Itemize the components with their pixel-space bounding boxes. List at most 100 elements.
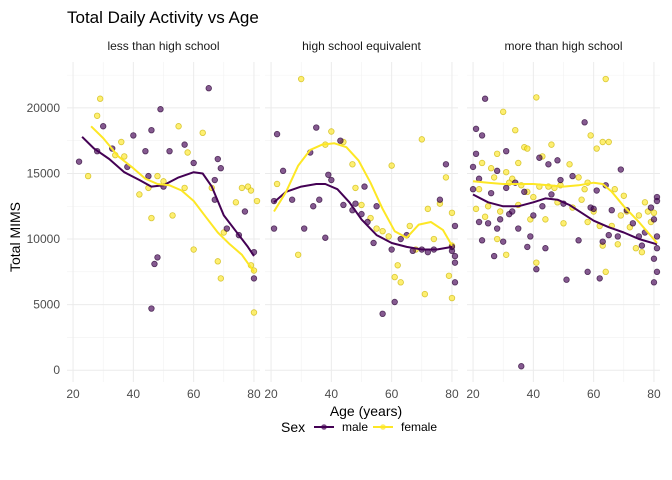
point-female xyxy=(148,214,155,222)
point-male xyxy=(647,204,655,211)
point-female xyxy=(533,94,540,101)
trend-line-female xyxy=(472,180,658,244)
trend-line-male xyxy=(81,136,255,257)
legend-label-male: male xyxy=(342,420,368,434)
point-male xyxy=(301,225,308,232)
point-male xyxy=(75,158,83,165)
y-tick-label: 5000 xyxy=(33,298,60,312)
panels: 0 5000 10000 15000 20000 less than high schoo… xyxy=(27,39,661,401)
point-male xyxy=(487,189,495,197)
point-female xyxy=(602,268,609,276)
chart-title: Total Daily Activity vs Age xyxy=(67,8,259,27)
point-male xyxy=(214,155,221,163)
point-male xyxy=(503,147,510,155)
point-female xyxy=(587,132,594,139)
point-female xyxy=(638,248,646,256)
point-male xyxy=(539,203,546,210)
point-female xyxy=(578,196,585,203)
point-female xyxy=(424,205,432,213)
point-male xyxy=(638,242,646,249)
trend-line-female xyxy=(273,142,453,247)
point-female xyxy=(584,218,591,226)
point-female xyxy=(349,161,356,168)
point-male xyxy=(148,305,155,312)
point-female xyxy=(121,153,128,160)
point-female xyxy=(503,168,510,176)
point-male xyxy=(575,237,582,244)
point-male xyxy=(99,123,107,130)
point-male xyxy=(270,225,278,232)
y-tick-label: 10000 xyxy=(27,232,61,246)
point-male xyxy=(370,239,377,247)
point-male xyxy=(608,206,615,214)
point-male xyxy=(557,176,564,184)
x-tick-label: 20 xyxy=(264,387,278,401)
point-male xyxy=(542,245,549,252)
legend-title: Sex xyxy=(281,419,305,435)
point-female xyxy=(118,138,125,146)
point-male xyxy=(496,216,504,223)
point-male xyxy=(217,165,224,172)
panel-2: more than high school 20 40 60 80 xyxy=(466,39,661,401)
point-male xyxy=(536,154,543,161)
point-female xyxy=(184,149,191,156)
point-male xyxy=(593,187,600,194)
point-female xyxy=(478,159,486,167)
point-female xyxy=(214,258,221,265)
point-male xyxy=(653,197,661,205)
point-male xyxy=(154,254,161,261)
point-female xyxy=(641,199,649,206)
x-tick-label: 80 xyxy=(247,387,261,401)
point-male xyxy=(515,225,522,232)
point-male xyxy=(499,238,507,245)
point-male xyxy=(288,196,296,203)
point-male xyxy=(211,176,218,184)
y-tick-label: 15000 xyxy=(27,166,61,180)
x-tick-label: 60 xyxy=(587,387,601,401)
point-female xyxy=(217,275,224,282)
point-male xyxy=(548,191,555,198)
point-male xyxy=(524,243,531,251)
legend-label-female: female xyxy=(401,420,437,434)
point-female xyxy=(418,136,426,143)
point-female xyxy=(199,129,206,137)
point-male xyxy=(340,201,347,209)
point-female xyxy=(247,187,255,194)
point-female xyxy=(175,123,182,130)
point-female xyxy=(352,184,359,192)
point-male xyxy=(451,259,459,266)
point-male xyxy=(451,222,459,230)
point-male xyxy=(391,298,398,306)
point-female xyxy=(358,201,365,209)
legend: Sex male female xyxy=(281,419,437,435)
point-male xyxy=(279,167,287,175)
point-female xyxy=(635,212,643,219)
point-male xyxy=(397,235,404,243)
x-tick-label: 80 xyxy=(445,387,459,401)
legend-female-point-icon xyxy=(380,424,386,430)
point-female xyxy=(379,227,386,235)
point-male xyxy=(145,172,152,180)
point-male xyxy=(151,260,158,268)
point-male xyxy=(493,167,501,175)
point-male xyxy=(521,188,528,196)
point-female xyxy=(154,172,161,180)
point-male xyxy=(352,200,359,207)
point-male xyxy=(653,245,661,252)
point-male xyxy=(650,216,658,223)
point-female xyxy=(430,235,438,243)
x-tick-label: 40 xyxy=(127,387,141,401)
point-male xyxy=(484,220,492,227)
point-female xyxy=(328,128,335,135)
point-male xyxy=(563,276,570,283)
x-tick-label: 20 xyxy=(466,387,480,401)
point-female xyxy=(602,75,609,83)
point-male xyxy=(569,172,576,180)
point-female xyxy=(475,186,483,193)
point-female xyxy=(530,193,537,201)
point-male xyxy=(509,208,516,215)
point-male xyxy=(629,220,637,227)
x-axis-title: Age (years) xyxy=(330,403,402,419)
x-tick-label: 40 xyxy=(527,387,541,401)
